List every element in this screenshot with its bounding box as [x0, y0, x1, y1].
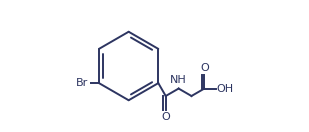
- Text: O: O: [200, 63, 209, 73]
- Text: O: O: [161, 112, 170, 122]
- Text: Br: Br: [75, 78, 88, 88]
- Text: OH: OH: [216, 84, 234, 94]
- Text: NH: NH: [170, 75, 187, 85]
